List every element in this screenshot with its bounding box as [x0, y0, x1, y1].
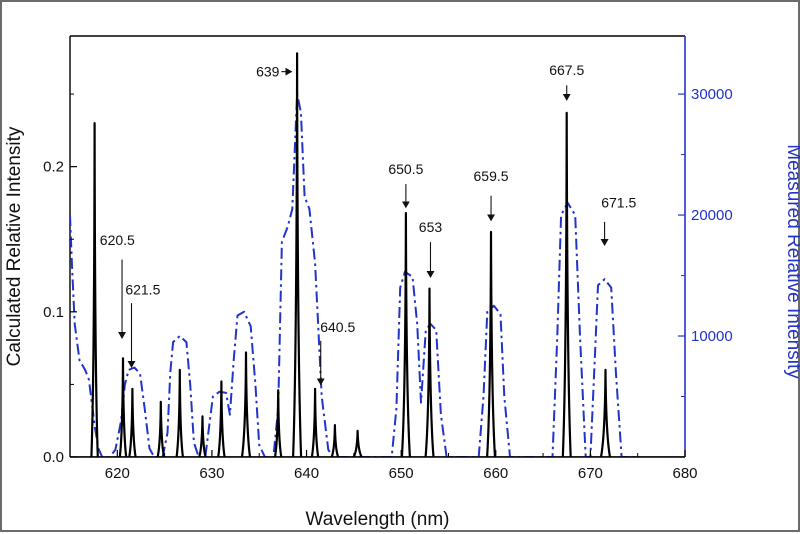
- left-y-tick-label: 0.1: [43, 304, 64, 321]
- peak-annotation-label: 639: [256, 64, 280, 80]
- calculated-peak: [175, 368, 184, 457]
- peak-annotation-label: 621.5: [125, 281, 160, 297]
- x-tick-label: 630: [199, 465, 224, 482]
- peak-annotation-label: 659.5: [474, 168, 509, 184]
- x-axis-title: Wavelength (nm): [306, 509, 450, 530]
- calculated-peak: [292, 52, 303, 457]
- calculated-peak: [599, 368, 612, 457]
- annotation-layer: 620.5 621.5 639 640.5 650.5 653 659.5 667.5 671.…: [100, 62, 636, 386]
- right-y-axis-title: Measured Relative Intensity: [783, 144, 800, 379]
- right-y-tick-label: 30000: [691, 86, 733, 103]
- calculated-peak: [352, 429, 363, 457]
- axis-layer: 620 630 640 650 660 670 680 0.0 0.1 0.2 10000 20000…: [43, 86, 733, 482]
- right-y-tick-label: 10000: [691, 328, 733, 345]
- calculated-peak: [330, 424, 340, 457]
- calculated-peak: [240, 351, 252, 457]
- calculated-peak: [156, 400, 166, 457]
- x-tick-label: 640: [294, 465, 319, 482]
- calculated-peak: [128, 387, 137, 457]
- calculated-peak: [273, 389, 283, 457]
- right-y-tick-label: 20000: [691, 207, 733, 224]
- peak-annotation-label: 620.5: [100, 232, 135, 248]
- peak-annotation-label: 671.5: [601, 194, 636, 210]
- calculated-peak: [118, 357, 128, 457]
- x-tick-label: 670: [578, 465, 603, 482]
- left-y-axis-title: Calculated Relative Intensity: [4, 126, 25, 366]
- calculated-peak: [486, 230, 497, 457]
- peak-annotation-label: 640.5: [320, 319, 355, 335]
- peak-annotation-label: 667.5: [549, 62, 584, 78]
- x-tick-label: 620: [105, 465, 130, 482]
- x-tick-label: 650: [389, 465, 414, 482]
- calculated-peak: [400, 212, 411, 457]
- peak-annotation-label: 650.5: [388, 161, 423, 177]
- series-layer: [70, 52, 685, 457]
- calculated-peak: [90, 122, 99, 457]
- calculated-peak: [424, 287, 435, 457]
- left-y-tick-label: 0.0: [43, 449, 64, 466]
- x-tick-label: 680: [672, 465, 697, 482]
- peak-annotation-label: 653: [419, 219, 443, 235]
- calculated-peak: [310, 387, 320, 457]
- calculated-peak: [217, 380, 226, 457]
- calculated-intensity-series: [70, 52, 685, 457]
- calculated-peak: [561, 111, 572, 457]
- measured-intensity-line: [70, 93, 638, 457]
- x-tick-label: 660: [483, 465, 508, 482]
- calculated-peak: [198, 415, 207, 457]
- left-y-tick-label: 0.2: [43, 159, 64, 176]
